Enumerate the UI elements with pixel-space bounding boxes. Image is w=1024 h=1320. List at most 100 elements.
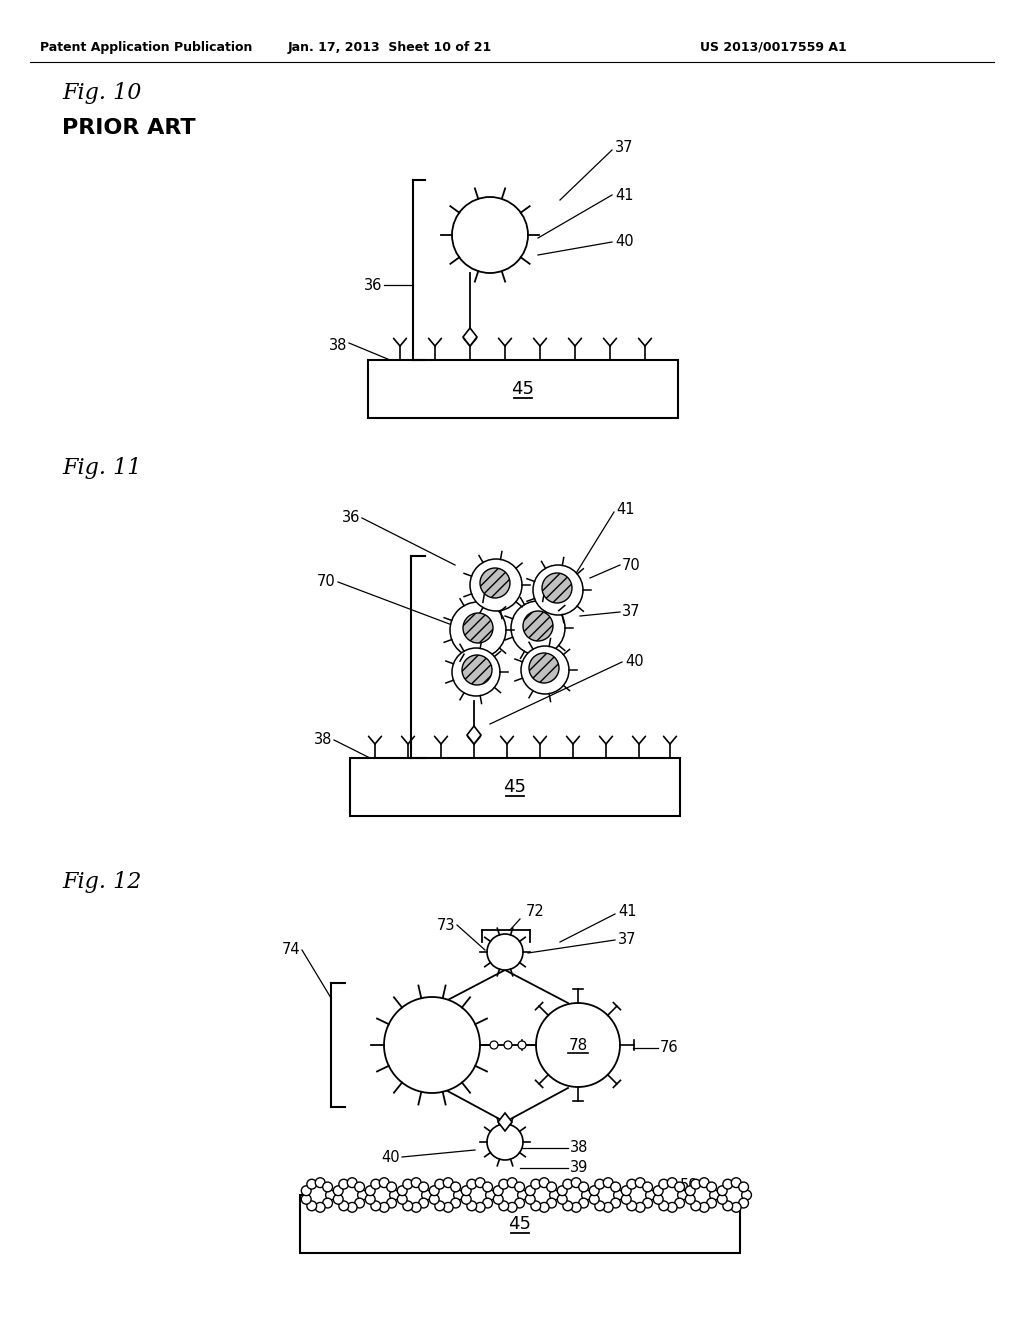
Text: 37: 37 <box>615 140 634 156</box>
Circle shape <box>494 1195 503 1204</box>
Text: 70: 70 <box>622 557 641 573</box>
Circle shape <box>563 1201 572 1210</box>
Circle shape <box>334 1195 343 1204</box>
Text: Fig. 12: Fig. 12 <box>62 871 141 894</box>
Circle shape <box>547 1181 556 1192</box>
Circle shape <box>482 1199 493 1208</box>
Text: 72: 72 <box>525 904 545 920</box>
Circle shape <box>429 1185 439 1196</box>
Circle shape <box>402 1201 413 1210</box>
Circle shape <box>643 1199 652 1208</box>
Circle shape <box>579 1199 589 1208</box>
Circle shape <box>462 1185 471 1196</box>
Circle shape <box>315 1203 325 1212</box>
Circle shape <box>582 1191 592 1200</box>
Circle shape <box>699 1203 709 1212</box>
Circle shape <box>507 1203 517 1212</box>
Text: 37: 37 <box>622 605 640 619</box>
Circle shape <box>653 1185 664 1196</box>
Circle shape <box>525 1195 536 1204</box>
Circle shape <box>530 1179 541 1189</box>
Circle shape <box>571 1177 581 1188</box>
Circle shape <box>685 1185 695 1196</box>
Circle shape <box>658 1179 669 1189</box>
Circle shape <box>368 1181 396 1209</box>
Circle shape <box>422 1191 431 1200</box>
Text: 41: 41 <box>616 503 635 517</box>
Circle shape <box>624 1181 652 1209</box>
Circle shape <box>563 1179 572 1189</box>
Circle shape <box>707 1199 717 1208</box>
Circle shape <box>301 1185 311 1196</box>
Polygon shape <box>498 1113 512 1131</box>
Circle shape <box>707 1181 717 1192</box>
Circle shape <box>402 1179 413 1189</box>
Circle shape <box>435 1179 444 1189</box>
Circle shape <box>487 935 523 970</box>
Circle shape <box>454 1191 464 1200</box>
Circle shape <box>635 1203 645 1212</box>
Bar <box>368 360 678 418</box>
Circle shape <box>323 1181 333 1192</box>
Circle shape <box>550 1191 559 1200</box>
Circle shape <box>452 648 500 696</box>
Circle shape <box>515 1199 524 1208</box>
Text: 37: 37 <box>618 932 637 948</box>
Circle shape <box>354 1199 365 1208</box>
Circle shape <box>494 1185 503 1196</box>
Text: 38: 38 <box>329 338 347 352</box>
Circle shape <box>462 1195 471 1204</box>
Circle shape <box>389 1191 399 1200</box>
Circle shape <box>668 1177 677 1188</box>
Circle shape <box>658 1201 669 1210</box>
Circle shape <box>656 1181 684 1209</box>
Circle shape <box>336 1181 364 1209</box>
Circle shape <box>518 1041 526 1049</box>
Circle shape <box>487 1125 523 1160</box>
Circle shape <box>419 1181 428 1192</box>
Text: 36: 36 <box>364 277 382 293</box>
Circle shape <box>467 1179 476 1189</box>
Circle shape <box>419 1199 428 1208</box>
Circle shape <box>540 1203 549 1212</box>
Circle shape <box>627 1179 637 1189</box>
Circle shape <box>515 1181 524 1192</box>
Circle shape <box>339 1201 348 1210</box>
Circle shape <box>571 1203 581 1212</box>
Circle shape <box>720 1181 748 1209</box>
Circle shape <box>622 1185 631 1196</box>
Text: 36: 36 <box>342 511 360 525</box>
Circle shape <box>592 1181 620 1209</box>
Text: 76: 76 <box>660 1040 679 1056</box>
Circle shape <box>723 1201 732 1210</box>
Text: 40: 40 <box>625 655 644 669</box>
Bar <box>300 1195 740 1253</box>
Circle shape <box>462 655 492 685</box>
Circle shape <box>475 1177 485 1188</box>
Circle shape <box>443 1203 453 1212</box>
Text: 40: 40 <box>381 1150 400 1164</box>
Circle shape <box>470 558 522 611</box>
Circle shape <box>718 1185 727 1196</box>
Circle shape <box>536 1003 620 1086</box>
Circle shape <box>675 1181 684 1192</box>
Circle shape <box>603 1203 613 1212</box>
Polygon shape <box>463 327 477 346</box>
Circle shape <box>347 1177 357 1188</box>
Circle shape <box>678 1191 687 1200</box>
Text: 70: 70 <box>317 574 336 590</box>
Text: Patent Application Publication: Patent Application Publication <box>40 41 252 54</box>
Circle shape <box>723 1179 732 1189</box>
Circle shape <box>688 1181 716 1209</box>
Circle shape <box>384 997 480 1093</box>
Text: 73: 73 <box>436 917 455 932</box>
Circle shape <box>412 1177 421 1188</box>
Circle shape <box>643 1181 652 1192</box>
Circle shape <box>397 1195 408 1204</box>
Text: Fig. 11: Fig. 11 <box>62 457 141 479</box>
Circle shape <box>595 1179 604 1189</box>
Bar <box>350 758 680 816</box>
Circle shape <box>590 1185 599 1196</box>
Circle shape <box>710 1191 720 1200</box>
Text: Jan. 17, 2013  Sheet 10 of 21: Jan. 17, 2013 Sheet 10 of 21 <box>288 41 493 54</box>
